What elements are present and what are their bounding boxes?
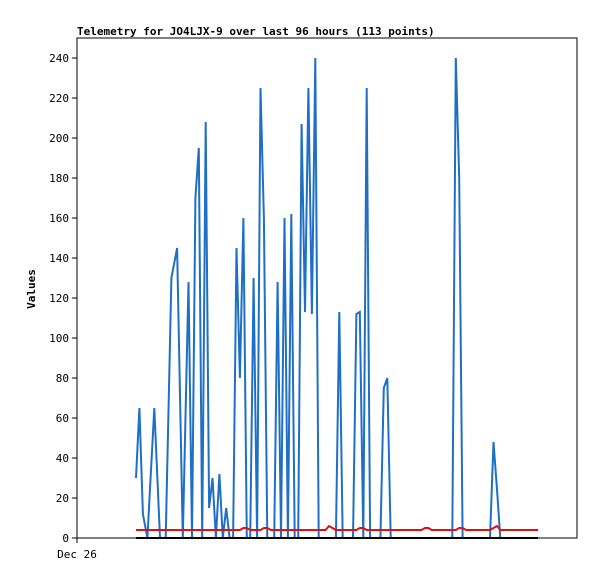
y-tick-label: 0 [62, 532, 69, 545]
series-line-1 [135, 57, 538, 539]
series-line-2 [136, 524, 538, 531]
y-tick-label: 220 [49, 92, 69, 105]
y-tick-label: 80 [56, 372, 69, 385]
y-tick-label: 60 [56, 412, 69, 425]
y-tick-label: 200 [49, 132, 69, 145]
y-tick-label: 140 [49, 252, 69, 265]
y-tick-label: 180 [49, 172, 69, 185]
x-axis-ticks: Dec 26 [57, 538, 97, 561]
y-axis-ticks: 0 20 40 60 80 100 120 140 160 180 200 220 240 [49, 52, 77, 545]
x-tick-label: Dec 26 [57, 548, 97, 561]
y-tick-label: 20 [56, 492, 69, 505]
chart-title: Telemetry for JO4LJX-9 over last 96 hour… [77, 25, 435, 38]
y-tick-label: 100 [49, 332, 69, 345]
series-layer [135, 57, 538, 539]
y-tick-label: 160 [49, 212, 69, 225]
y-tick-label: 40 [56, 452, 69, 465]
y-tick-label: 240 [49, 52, 69, 65]
y-axis-label: Values [25, 269, 38, 309]
y-tick-label: 120 [49, 292, 69, 305]
